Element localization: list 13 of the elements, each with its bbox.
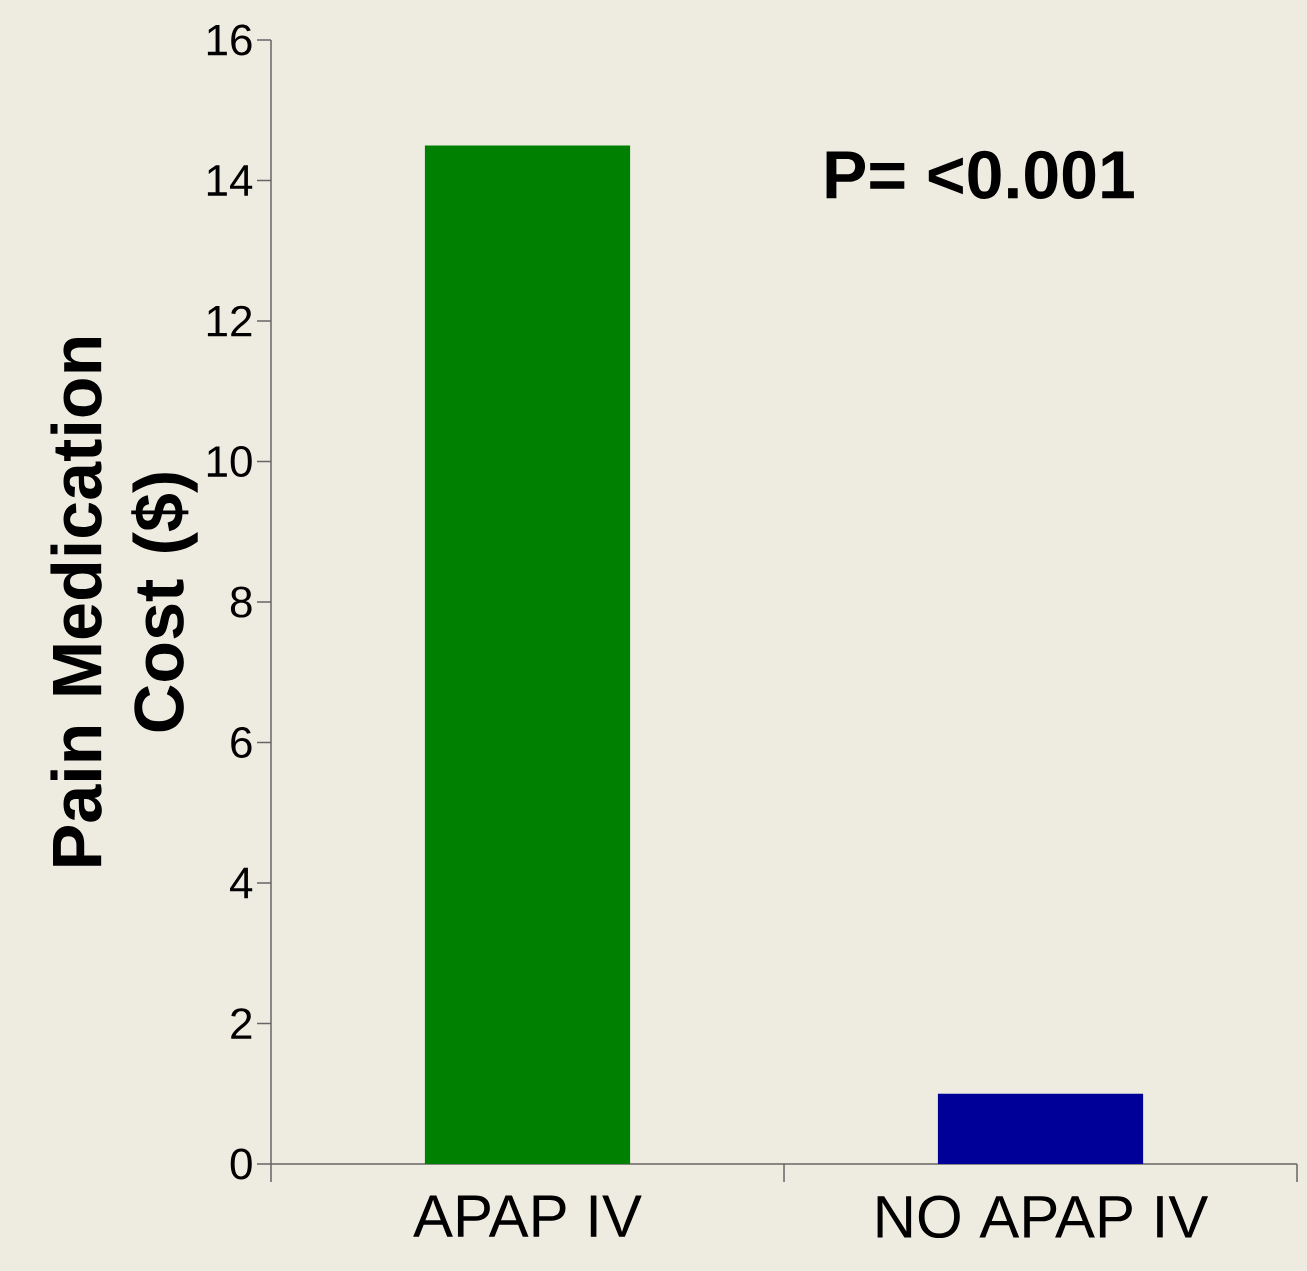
y-tick-label: 14	[207, 165, 253, 196]
y-tick-label: 2	[231, 1008, 252, 1039]
y-tick-label: 10	[207, 445, 252, 478]
y-tick-label: 0	[230, 1148, 252, 1180]
annotation: P= <0.001	[826, 150, 1134, 199]
x-tick-label: APAP IV	[413, 1195, 642, 1237]
y-tick-label: 12	[207, 305, 252, 337]
y-axis-title: Pain Medication Cost ($)	[50, 337, 198, 866]
y-tick-label: 8	[230, 586, 252, 618]
y-tick-label: 6	[231, 726, 252, 759]
y-tick-label: 4	[230, 867, 253, 899]
x-tick-label: NO APAP IV	[877, 1195, 1209, 1239]
y-tick-label: 16	[207, 24, 252, 56]
